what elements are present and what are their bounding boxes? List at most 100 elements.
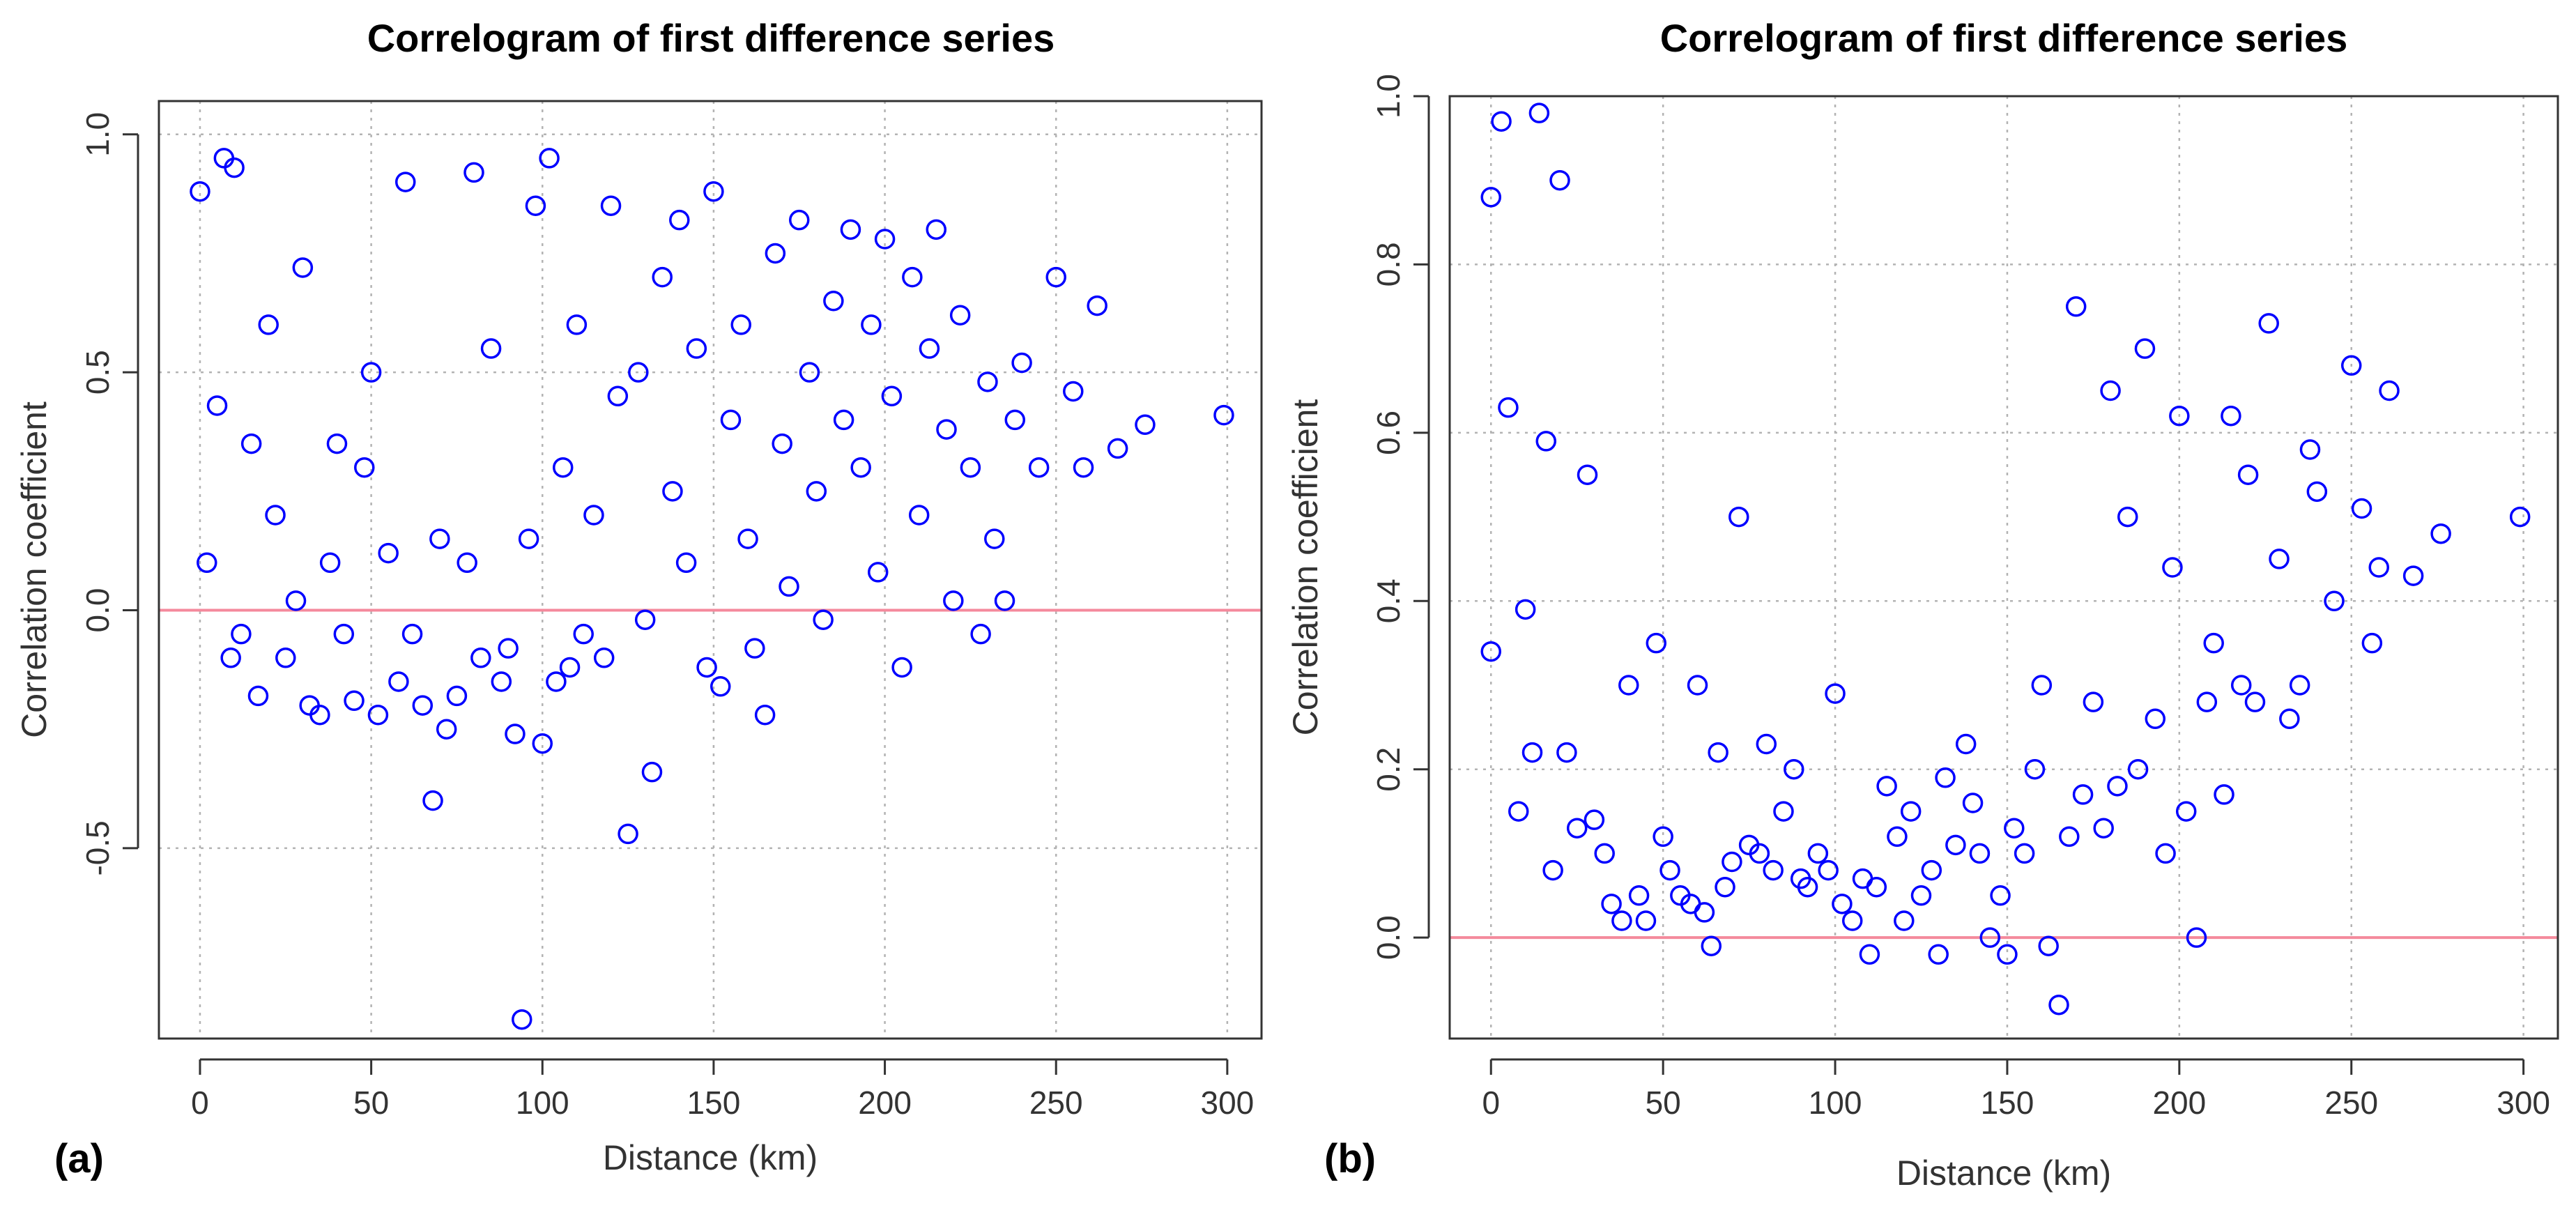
data-point bbox=[2083, 691, 2104, 712]
data-point bbox=[1784, 758, 1804, 780]
x-tick-label: 300 bbox=[1200, 1085, 1254, 1121]
data-point bbox=[2014, 843, 2035, 864]
x-tick-label: 0 bbox=[1482, 1085, 1500, 1121]
data-point bbox=[2196, 691, 2218, 712]
plot-frame bbox=[158, 100, 1263, 1040]
x-axis-label: Distance (km) bbox=[1896, 1154, 2111, 1193]
chart-title: Correlogram of first difference series bbox=[1660, 16, 2348, 60]
data-point bbox=[1618, 675, 1639, 696]
data-point bbox=[285, 590, 307, 611]
data-point bbox=[765, 243, 786, 264]
data-point bbox=[394, 171, 416, 192]
data-point bbox=[669, 209, 690, 231]
data-point bbox=[1763, 859, 1784, 881]
y-tick-label: 0.6 bbox=[1370, 411, 1406, 455]
data-point bbox=[1549, 169, 1570, 191]
data-point bbox=[1945, 834, 1966, 856]
data-point bbox=[1969, 843, 1991, 864]
data-point bbox=[874, 229, 896, 250]
data-point bbox=[498, 638, 519, 659]
panel-tag: (b) bbox=[1324, 1136, 1376, 1181]
data-point bbox=[1818, 859, 1839, 881]
data-point bbox=[2117, 506, 2138, 528]
points-layer bbox=[1480, 102, 2531, 1016]
x-tick-label: 0 bbox=[191, 1085, 209, 1121]
data-point bbox=[1601, 894, 1622, 914]
data-point bbox=[799, 362, 820, 383]
data-point bbox=[703, 181, 724, 202]
data-point bbox=[1900, 801, 1922, 822]
data-point bbox=[2221, 405, 2241, 427]
data-point bbox=[1577, 464, 1598, 485]
data-point bbox=[457, 552, 477, 574]
x-tick-label: 200 bbox=[858, 1085, 912, 1121]
data-point bbox=[710, 676, 731, 697]
data-point bbox=[628, 362, 649, 383]
data-point bbox=[197, 552, 217, 574]
data-point bbox=[231, 623, 252, 645]
data-point bbox=[401, 623, 423, 645]
data-point bbox=[326, 433, 348, 454]
data-point bbox=[867, 562, 889, 583]
data-point bbox=[675, 552, 697, 574]
data-point bbox=[2361, 632, 2383, 654]
data-point bbox=[1594, 843, 1615, 864]
data-point bbox=[1135, 414, 1156, 436]
data-point bbox=[1028, 457, 1050, 478]
data-point bbox=[2100, 380, 2121, 401]
data-point bbox=[2279, 708, 2300, 730]
data-point bbox=[422, 790, 443, 811]
data-point bbox=[1653, 826, 1673, 848]
data-point bbox=[1841, 910, 1863, 931]
data-point bbox=[977, 372, 998, 392]
data-point bbox=[436, 719, 457, 740]
data-point bbox=[1832, 894, 1853, 914]
data-point bbox=[696, 657, 717, 678]
x-tick-label: 200 bbox=[2152, 1085, 2206, 1121]
data-point bbox=[943, 590, 964, 611]
data-point bbox=[1825, 683, 1846, 704]
panel-b: Correlogram of first difference series 0 5… bbox=[1286, 16, 2559, 1193]
data-point bbox=[1646, 632, 1667, 654]
data-point bbox=[539, 148, 560, 169]
data-point bbox=[720, 409, 742, 431]
data-point bbox=[309, 704, 330, 726]
data-point bbox=[2324, 590, 2345, 612]
data-point bbox=[2379, 380, 2400, 401]
data-point bbox=[861, 314, 882, 335]
x-tick-label: 50 bbox=[1646, 1085, 1681, 1121]
data-point bbox=[2203, 632, 2224, 654]
data-point bbox=[1928, 944, 1949, 965]
data-point bbox=[823, 291, 844, 312]
data-point bbox=[525, 195, 546, 216]
data-point bbox=[779, 576, 799, 597]
data-point bbox=[1921, 859, 1942, 881]
y-tick-label: -0.5 bbox=[79, 820, 116, 875]
data-point bbox=[744, 638, 765, 659]
data-point bbox=[360, 362, 382, 383]
data-point bbox=[1491, 111, 1512, 132]
data-point bbox=[319, 552, 341, 574]
data-point bbox=[2269, 549, 2290, 569]
data-point bbox=[2127, 758, 2149, 780]
data-point bbox=[2214, 784, 2234, 805]
data-point bbox=[2048, 994, 2069, 1016]
data-point bbox=[470, 648, 491, 668]
x-axis-label: Distance (km) bbox=[603, 1138, 818, 1177]
data-point bbox=[1480, 187, 1502, 208]
data-point bbox=[1955, 733, 1977, 755]
data-point bbox=[1708, 742, 1728, 763]
data-point bbox=[1063, 381, 1084, 402]
y-tick-label: 0.0 bbox=[1370, 915, 1406, 960]
data-point bbox=[1508, 801, 1529, 822]
data-point bbox=[412, 695, 434, 716]
data-point bbox=[2169, 405, 2190, 427]
data-point bbox=[491, 671, 512, 692]
data-point bbox=[840, 219, 861, 240]
x-tick-label: 100 bbox=[516, 1085, 569, 1121]
y-tick-label: 0.2 bbox=[1370, 747, 1406, 792]
y-axis-label: Correlation coefficient bbox=[1286, 399, 1325, 736]
data-point bbox=[1722, 851, 1742, 873]
data-point bbox=[518, 528, 539, 549]
y-tick-label: 1.0 bbox=[1370, 74, 1406, 118]
